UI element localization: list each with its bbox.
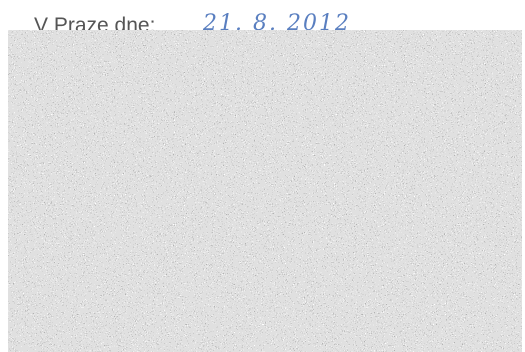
noise-block [8, 30, 522, 352]
